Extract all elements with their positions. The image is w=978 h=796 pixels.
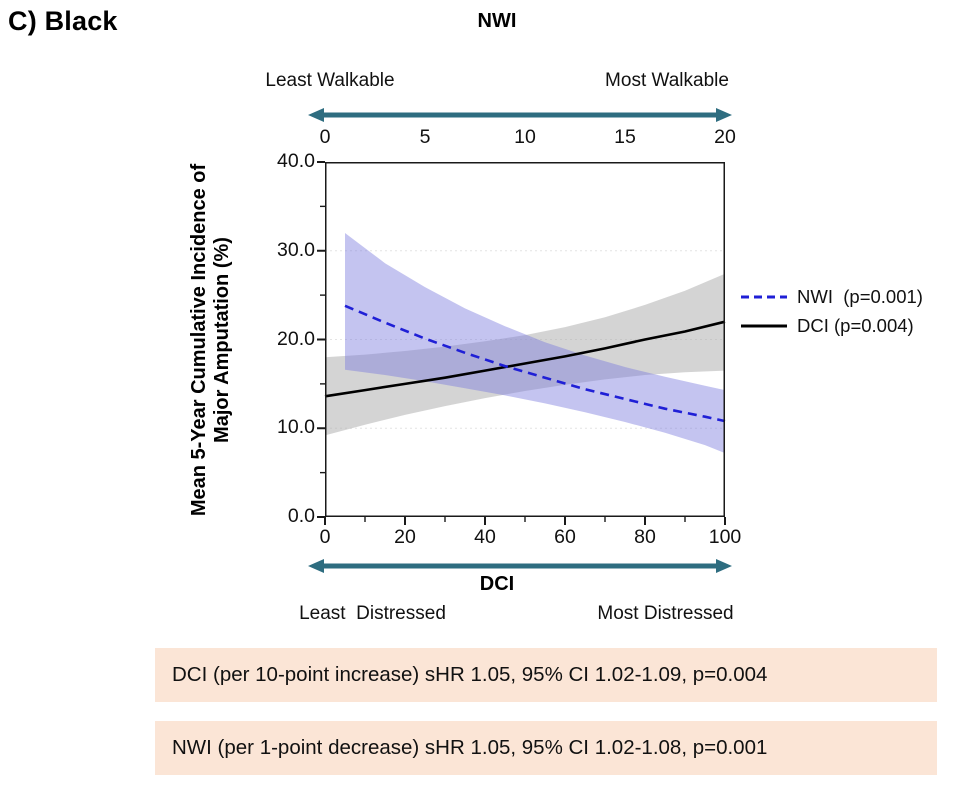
tick-label: 20 (394, 526, 416, 548)
nwi-stat-box: NWI (per 1-point decrease) sHR 1.05, 95%… (155, 721, 937, 775)
y-axis-title-line1: Mean 5-Year Cumulative Incidence of (188, 163, 210, 517)
tick-label: 80 (634, 526, 656, 548)
bottom-axis-title: DCI (479, 573, 515, 595)
tick-label: 15 (614, 126, 636, 148)
chart-plot (317, 161, 726, 525)
top-axis-arrow (308, 108, 732, 122)
legend-item-nwi: NWI (p=0.001) (740, 286, 923, 308)
bottom-axis-right-caption: Most Distressed (597, 603, 734, 624)
tick-label: 100 (708, 526, 742, 548)
tick-label: 20.0 (277, 327, 315, 350)
tick-label: 5 (419, 126, 431, 148)
panel-title: C) Black (8, 6, 118, 36)
legend-label-nwi: NWI (p=0.001) (797, 286, 923, 307)
tick-label: 0.0 (287, 505, 315, 527)
tick-label: 10.0 (277, 416, 315, 439)
chart-legend: NWI (p=0.001) DCI (p=0.004) (740, 286, 923, 337)
legend-label-dci: DCI (p=0.004) (797, 315, 914, 336)
tick-label: 60 (554, 526, 576, 548)
bottom-axis-left-caption: Least Distressed (299, 603, 446, 624)
top-axis-title: NWI (477, 10, 517, 32)
y-axis-title: Mean 5-Year Cumulative Incidence of Majo… (188, 118, 236, 562)
tick-label: 20 (714, 126, 736, 148)
tick-label: 40 (474, 526, 496, 548)
tick-label: 10 (514, 126, 536, 148)
top-axis-right-caption: Most Walkable (605, 70, 729, 91)
tick-label: 0 (319, 526, 331, 548)
bottom-axis-arrow (308, 559, 732, 573)
dci-stat-text: DCI (per 10-point increase) sHR 1.05, 95… (172, 663, 768, 686)
top-axis-left-caption: Least Walkable (265, 70, 395, 91)
nwi-stat-text: NWI (per 1-point decrease) sHR 1.05, 95%… (172, 736, 768, 759)
tick-label: 40.0 (277, 150, 315, 172)
nwi-dashed-line-swatch (741, 295, 787, 299)
dci-stat-box: DCI (per 10-point increase) sHR 1.05, 95… (155, 648, 937, 702)
legend-item-dci: DCI (p=0.004) (740, 315, 923, 337)
tick-label: 30.0 (277, 238, 315, 261)
tick-label: 0 (319, 126, 331, 148)
dci-solid-line-swatch (741, 324, 787, 328)
y-axis-title-line2: Major Amputation (%) (211, 237, 233, 443)
